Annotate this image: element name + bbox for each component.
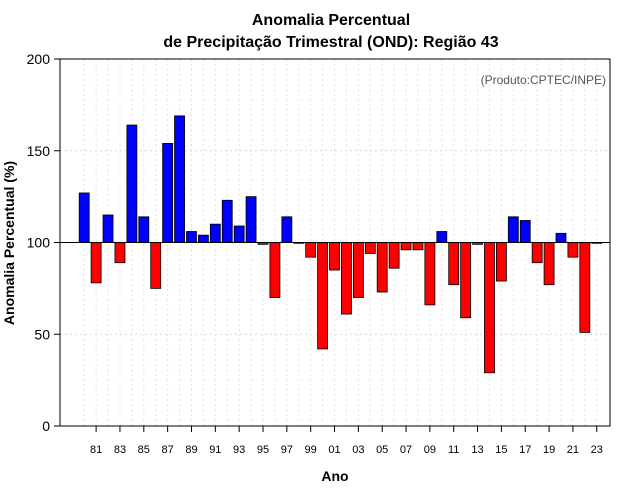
x-tick-label: 97 <box>281 444 293 456</box>
x-tick-label: 01 <box>328 444 340 456</box>
chart-title: Anomalia Percentual <box>252 12 410 29</box>
bar-08 <box>412 242 424 251</box>
bar-22 <box>579 242 591 333</box>
bar-80 <box>78 192 90 243</box>
bar-99 <box>305 242 317 258</box>
bar-87 <box>162 143 174 243</box>
bar-97 <box>281 216 293 243</box>
bar-14 <box>484 242 495 374</box>
x-tick-label: 21 <box>567 444 579 456</box>
bar-09 <box>424 242 436 306</box>
bar-19 <box>543 242 555 286</box>
bar-96 <box>269 242 281 298</box>
x-tick-label: 93 <box>233 444 245 456</box>
y-tick-label: 0 <box>42 418 50 434</box>
bars-group <box>78 115 603 374</box>
bar-05 <box>376 242 388 293</box>
y-axis-label: Anomalia Percentual (%) <box>1 161 17 325</box>
bar-06 <box>388 242 400 269</box>
bar-83 <box>114 242 126 264</box>
bar-92 <box>221 199 233 243</box>
bar-12 <box>460 242 472 319</box>
x-axis: 81 83 85 87 89 91 93 95 97 99 01 03 05 07 09 11 13 15 17 19… <box>90 426 603 456</box>
x-tick-label: 11 <box>448 444 459 456</box>
y-tick-label: 200 <box>27 51 51 67</box>
x-axis-label: Ano <box>321 468 348 484</box>
x-tick-label: 83 <box>114 444 126 456</box>
x-tick-label: 85 <box>138 444 150 456</box>
x-tick-label: 99 <box>305 444 317 456</box>
y-tick-label: 150 <box>27 143 51 159</box>
x-tick-label: 95 <box>257 444 269 456</box>
bar-01 <box>329 242 340 271</box>
bar-82 <box>102 214 114 243</box>
bar-10 <box>436 231 448 243</box>
bar-86 <box>150 242 162 289</box>
bar-85 <box>138 216 150 243</box>
bar-11 <box>448 242 460 286</box>
x-tick-label: 23 <box>591 444 603 456</box>
bar-04 <box>364 242 376 254</box>
x-tick-label: 91 <box>209 444 221 456</box>
bar-07 <box>400 242 412 251</box>
x-tick-label: 87 <box>162 444 174 456</box>
y-axis: 0 50 100 150 200 <box>27 51 60 434</box>
x-tick-label: 03 <box>352 444 364 456</box>
bar-91 <box>209 223 221 243</box>
bar-81 <box>90 242 102 284</box>
bar-02 <box>341 242 352 315</box>
x-tick-label: 13 <box>471 444 483 456</box>
bar-84 <box>126 124 138 243</box>
y-tick-label: 50 <box>34 326 50 342</box>
bar-17 <box>519 220 531 243</box>
bar-21 <box>567 242 579 258</box>
x-tick-label: 09 <box>424 444 436 456</box>
x-tick-label: 15 <box>495 444 507 456</box>
x-tick-label: 81 <box>90 444 102 456</box>
x-tick-label: 05 <box>376 444 388 456</box>
x-tick-label: 17 <box>519 444 531 456</box>
y-tick-label: 100 <box>27 235 51 251</box>
bar-16 <box>507 216 519 243</box>
product-credit: (Produto:CPTEC/INPE) <box>481 73 606 87</box>
bar-88 <box>174 115 185 243</box>
bar-94 <box>245 196 257 243</box>
bar-89 <box>186 231 197 243</box>
bar-90 <box>197 234 209 243</box>
bar-15 <box>495 242 507 282</box>
bar-00 <box>317 242 329 350</box>
x-tick-label: 07 <box>400 444 412 456</box>
x-tick-label: 89 <box>185 444 197 456</box>
bar-20 <box>555 232 567 243</box>
chart-subtitle: de Precipitação Trimestral (OND): Região… <box>163 34 498 51</box>
bar-18 <box>531 242 543 264</box>
bar-93 <box>233 225 245 243</box>
bar-03 <box>352 242 364 298</box>
x-tick-label: 19 <box>543 444 555 456</box>
grid-lines <box>60 59 610 426</box>
